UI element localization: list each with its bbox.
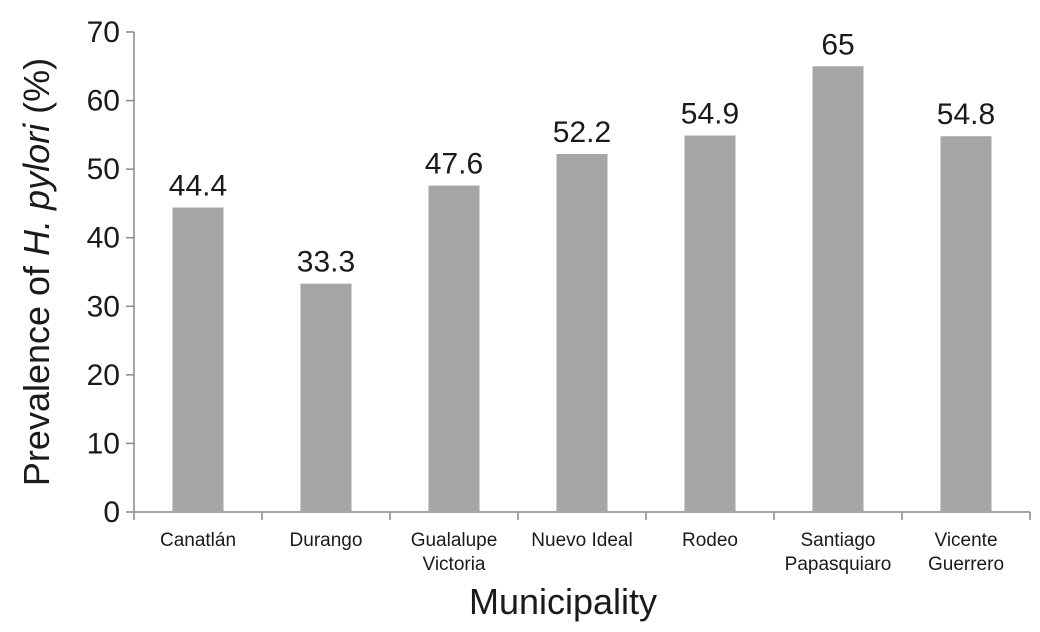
category-label-line: Victoria [422, 554, 485, 575]
data-label: 44.4 [169, 170, 227, 203]
y-tick-label: 10 [87, 427, 120, 460]
bar [428, 185, 480, 512]
data-label: 52.2 [553, 116, 611, 149]
data-labels: 44.4 33.3 47.6 52.2 54.9 65 54.8 [169, 28, 995, 278]
y-tick-label: 20 [87, 359, 120, 392]
data-label: 47.6 [425, 148, 483, 181]
bar [300, 283, 352, 512]
category-label-line: Papasquiaro [785, 554, 892, 575]
category-label-line: Vicente [934, 530, 997, 551]
category-label-line: Rodeo [682, 530, 738, 551]
category-labels: Canatlán Durango Gualalupe Victoria Nuevo Id… [160, 530, 1004, 575]
bar [684, 135, 736, 513]
bar [172, 207, 224, 513]
bar [812, 66, 864, 513]
data-label: 54.8 [937, 98, 995, 131]
y-tick-label: 70 [87, 16, 120, 49]
category-label-line: Santiago [800, 530, 875, 551]
y-tick-label: 50 [87, 153, 120, 186]
data-label: 33.3 [297, 246, 355, 279]
data-label: 65 [821, 28, 854, 61]
y-axis-title-prefix: Prevalence of [16, 256, 57, 486]
y-tick-label: 30 [87, 290, 120, 323]
y-tick-label: 0 [103, 496, 120, 529]
y-tick-label: 60 [87, 85, 120, 118]
category-label-line: Canatlán [160, 530, 236, 551]
category-label-line: Nuevo Ideal [531, 530, 632, 551]
x-axis [133, 511, 1031, 520]
category-label: Durango [290, 530, 363, 551]
category-label: Rodeo [682, 530, 738, 551]
y-axis-title-suffix: (%) [16, 58, 57, 124]
y-axis-title-italic: H. pylori [16, 123, 57, 256]
category-label: Nuevo Ideal [531, 530, 632, 551]
category-label: Santiago Papasquiaro [785, 530, 892, 575]
category-label-line: Guerrero [928, 554, 1004, 575]
category-label: Vicente Guerrero [928, 530, 1004, 575]
category-label: Canatlán [160, 530, 236, 551]
category-label: Gualalupe Victoria [411, 530, 498, 575]
bars [172, 66, 992, 513]
category-label-line: Durango [290, 530, 363, 551]
y-axis: 0 10 20 30 40 50 60 70 [87, 16, 135, 529]
y-tick-label: 40 [87, 222, 120, 255]
category-label-line: Gualalupe [411, 530, 498, 551]
bar [556, 154, 608, 513]
data-label: 54.9 [681, 98, 739, 131]
bar [940, 136, 992, 512]
y-axis-title: Prevalence of H. pylori (%) [16, 58, 57, 486]
x-axis-title: Municipality [469, 581, 657, 622]
